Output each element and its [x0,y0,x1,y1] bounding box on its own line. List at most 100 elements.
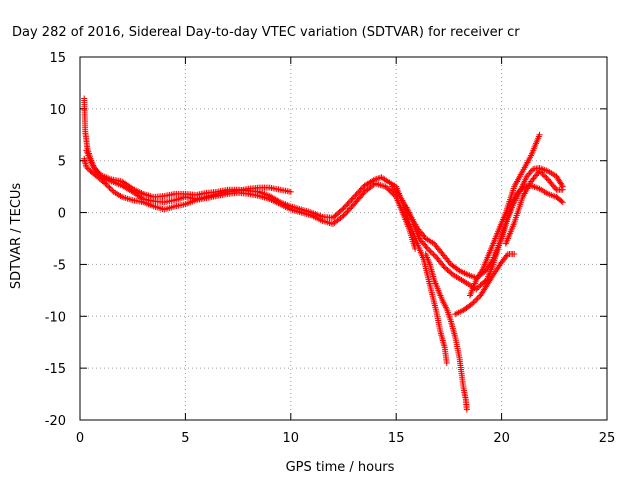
data-point [443,359,450,366]
data-point-interp [341,203,348,210]
data-point-interp [348,204,355,211]
x-tick-label: 15 [388,431,405,446]
data-point-interp [354,189,361,196]
data-point-interp [474,295,481,302]
data-point-interp [347,205,354,212]
data-point-interp [426,247,433,254]
data-point-interp [347,198,354,205]
data-point-interp [348,196,355,203]
data-point-interp [345,206,352,213]
data-point-interp [389,190,396,197]
data-point-interp [376,174,383,181]
data-point-interp [343,209,350,216]
data-point-interp [446,259,453,266]
data-point [424,245,431,252]
y-axis-label: SDTVAR / TECUs [9,183,24,290]
data-point-interp [106,184,113,191]
data-point-interp [525,171,532,178]
data-point [351,194,358,201]
y-tick-label: 10 [49,103,66,118]
y-tick-label: -5 [53,258,66,273]
data-point-interp [558,182,565,189]
data-point [463,406,470,413]
data-point-interp [107,186,114,193]
data-point-interp [103,181,110,188]
x-tick-label: 10 [283,431,300,446]
data-point-interp [84,165,91,172]
data-point-interp [430,251,437,258]
data-point [536,168,543,175]
data-point-interp [339,206,346,213]
data-point [287,188,294,195]
data-point-interp [353,191,360,198]
x-tick-label: 25 [599,431,616,446]
data-point-interp [429,250,436,257]
data-point-interp [423,244,430,251]
data-point [536,131,543,138]
data-point-interp [503,252,510,259]
data-point-interp [421,234,428,241]
x-tick-label: 20 [493,431,510,446]
y-tick-label: -10 [45,310,66,325]
data-point-interp [357,186,364,193]
data-point [382,183,389,190]
data-point-interp [345,199,352,206]
data-point-interp [383,184,390,191]
y-tick-label: -15 [45,362,66,377]
chart-title: Day 282 of 2016, Sidereal Day-to-day VTE… [12,25,520,40]
data-point-interp [558,198,565,205]
y-tick-label: 15 [49,51,66,66]
data-point-interp [473,296,480,303]
data-point-interp [431,252,438,259]
data-point-interp [440,263,447,270]
data-point-interp [344,201,351,208]
data-point-interp [537,169,544,176]
data-point-interp [352,192,359,199]
data-point-interp [341,211,348,218]
data-point-interp [474,284,481,291]
data-point-interp [360,190,367,197]
data-point [340,205,347,212]
x-tick-label: 5 [181,431,189,446]
data-point-interp [470,299,477,306]
data-point [340,212,347,219]
axis-ticks: 0 5 10 15 20 25 -20 -15 -10 -5 0 5 10 15 [45,51,616,446]
data-point-interp [109,187,116,194]
data-point-interp [489,273,496,280]
data-point-interp [478,268,485,275]
x-axis-label: GPS time / hours [286,460,395,475]
y-tick-label: -20 [45,414,66,429]
data-point-interp [387,188,394,195]
data-point-interp [386,187,393,194]
y-tick-label: 0 [58,207,66,222]
data-point [559,199,566,206]
data-point-interp [396,192,403,199]
data-point-interp [540,172,547,179]
data-point-interp [471,298,478,305]
data-point-interp [526,170,533,177]
data-point-interp [344,208,351,215]
data-point-interp [356,188,363,195]
data-point [83,163,90,170]
plot-area [79,56,608,421]
data-point-interp [455,266,462,273]
data-point [523,173,530,180]
data-point-interp [448,270,455,277]
data-point-interp [349,195,356,202]
grid [80,57,607,420]
data-point-interp [358,185,365,192]
data-point-interp [539,170,546,177]
data-point-interp [527,168,534,175]
data-point-interp [343,202,350,209]
data-point [102,180,109,187]
data-points [81,95,566,413]
x-tick-label: 0 [76,431,84,446]
y-tick-label: 5 [58,155,66,170]
data-point [469,300,476,307]
data-point-interp [552,185,559,192]
data-point-interp [542,173,549,180]
data-point-interp [385,186,392,193]
data-point-interp [427,248,434,255]
data-point-interp [100,179,107,186]
